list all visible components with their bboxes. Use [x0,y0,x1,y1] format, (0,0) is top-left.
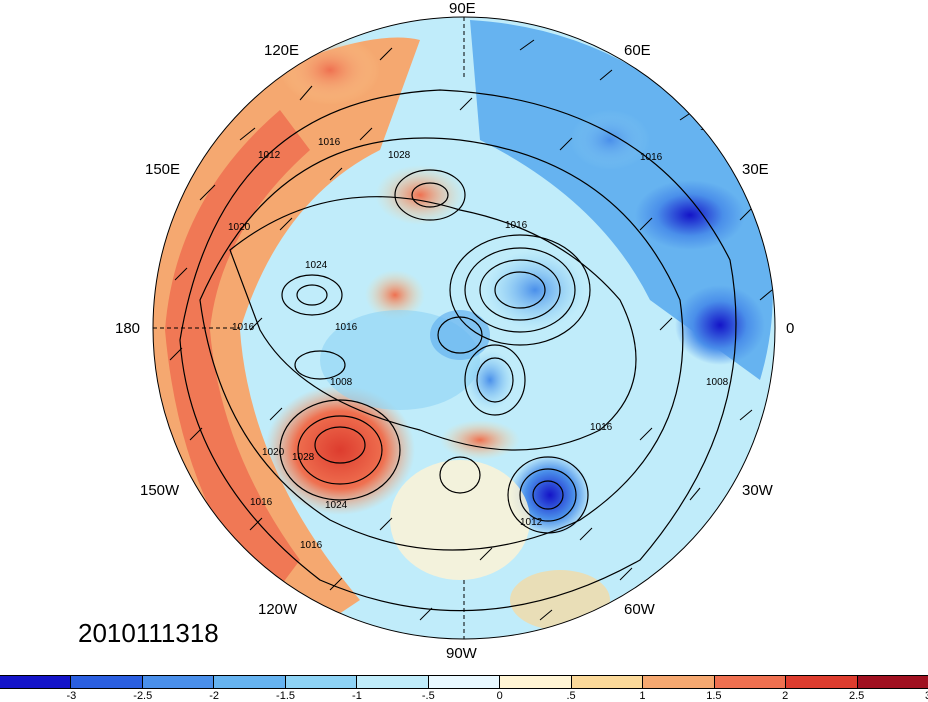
contour-label: 1012 [700,122,723,133]
map-border [152,16,776,640]
contour-label: 1016 [335,322,358,333]
contour-label: 1024 [305,260,328,271]
contour-label: 1020 [228,222,251,233]
label-90e: 90E [449,0,476,17]
contour-label: 1012 [520,517,543,528]
label-0: 0 [786,320,794,337]
colorbar-tick-label: -3 [66,690,77,702]
contour-label: 1016 [640,152,663,163]
colorbar-tick-label: .5 [566,690,576,702]
contour-label: 1024 [325,500,348,511]
wind-barbs [169,39,773,621]
colorbar [0,675,928,689]
colorbar-swatch [786,676,858,688]
label-150w: 150W [140,482,180,499]
contour-label: 1016 [505,220,528,231]
colorbar-swatch [71,676,143,688]
contour-label: 1016 [232,322,255,333]
label-60e: 60E [624,42,651,59]
colorbar-swatch [214,676,286,688]
label-150e: 150E [145,161,180,178]
colorbar-tick-label: 1.5 [706,690,722,702]
pressure-contours [179,89,737,612]
colorbar-swatch [0,676,72,688]
label-120w: 120W [258,601,298,618]
label-180: 180 [115,320,140,337]
label-30e: 30E [742,161,769,178]
colorbar-swatch [714,676,787,688]
colorbar-tick-label: -.5 [421,690,435,702]
colorbar-swatch [357,676,429,688]
contour-label: 1020 [262,447,285,458]
colorbar-tick-labels: -3 -2.5 -2 -1.5 -1 -.5 0 .5 1 1.5 2 2.5 3 [0,690,928,702]
colorbar-swatch [500,676,572,688]
label-120e: 120E [264,42,299,59]
colorbar-tick-label: -2.5 [133,690,153,702]
colorbar-tick-label: 3 [925,690,928,702]
contour-label: 1028 [388,150,411,161]
contour-label: 1028 [292,452,315,463]
colorbar-tick-label: 2 [782,690,789,702]
colorbar-tick-label: 0 [496,690,503,702]
colorbar-tick-label: 1 [639,690,646,702]
graticule [153,17,465,639]
contour-label: 1016 [300,540,323,551]
contour-label: 1008 [706,377,729,388]
colorbar-tick-label: -2 [209,690,220,702]
contour-label: 1016 [250,497,273,508]
contour-label: 1008 [330,377,353,388]
colorbar-tick-label: -1.5 [276,690,296,702]
contour-label: 1012 [258,150,281,161]
date-title: 2010111318 [78,618,219,648]
colorbar-swatch [285,676,358,688]
label-60w: 60W [624,601,656,618]
colorbar-swatch [571,676,644,688]
colorbar-swatch [643,676,715,688]
contour-label: 1016 [318,137,341,148]
contour-label: 1016 [590,422,613,433]
label-90w: 90W [446,645,478,662]
colorbar-swatch [142,676,215,688]
label-30w: 30W [742,482,774,499]
colorbar-tick-label: 2.5 [848,690,865,702]
polar-map: 1012 1016 1028 1020 1024 1016 1016 1016 … [115,0,794,662]
colorbar-swatch [428,676,501,688]
colorbar-tick-label: -1 [352,690,362,702]
colorbar-swatch [857,676,928,688]
anomaly-field: 1012 1016 1028 1020 1024 1016 1016 1016 … [153,17,775,639]
